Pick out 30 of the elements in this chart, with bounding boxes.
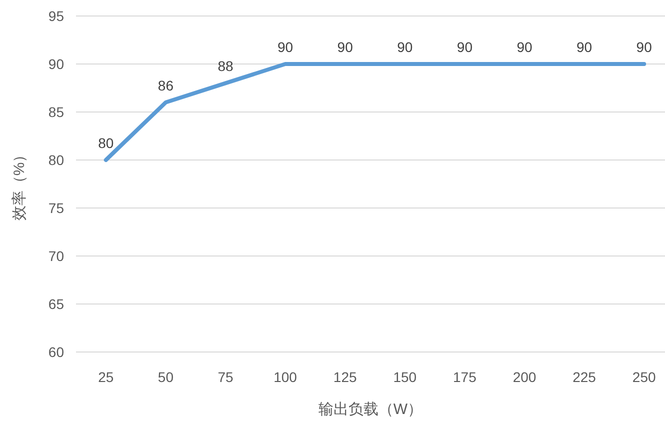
data-label: 90 [636, 39, 652, 55]
y-tick-label: 60 [48, 344, 64, 360]
data-label: 90 [576, 39, 592, 55]
data-label: 90 [337, 39, 354, 55]
x-tick-label: 50 [158, 369, 174, 385]
x-tick-label: 125 [333, 369, 357, 385]
x-tick-label: 175 [453, 369, 477, 385]
y-tick-label: 90 [48, 56, 64, 72]
x-tick-label: 150 [393, 369, 417, 385]
x-tick-label: 225 [572, 369, 596, 385]
data-label: 90 [516, 39, 532, 55]
y-tick-label: 75 [48, 200, 64, 216]
x-tick-label: 75 [218, 369, 234, 385]
x-axis-title: 输出负载（W） [318, 401, 423, 418]
data-label: 90 [456, 39, 473, 55]
y-axis-title: 效率（%） [11, 147, 28, 221]
x-tick-label: 200 [512, 369, 536, 385]
data-label: 86 [158, 77, 174, 94]
x-tick-label: 100 [274, 369, 298, 385]
y-tick-label: 65 [48, 296, 64, 312]
data-label: 80 [98, 135, 114, 151]
x-tick-label: 250 [632, 369, 656, 385]
x-tick-label: 25 [98, 369, 114, 385]
y-tick-label: 95 [48, 8, 64, 24]
y-tick-label: 70 [48, 248, 64, 264]
data-label: 88 [218, 58, 234, 74]
y-tick-label: 85 [48, 104, 64, 120]
data-label: 90 [397, 39, 413, 55]
data-label: 90 [278, 39, 294, 55]
y-tick-label: 80 [48, 152, 64, 168]
